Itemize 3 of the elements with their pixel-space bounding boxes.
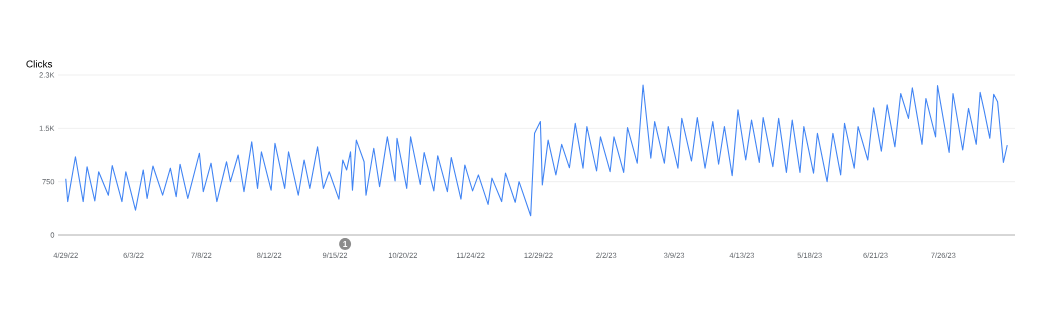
- y-axis-title: Clicks: [26, 60, 53, 68]
- line-series: [65, 84, 1008, 217]
- text: 1: [343, 241, 348, 247]
